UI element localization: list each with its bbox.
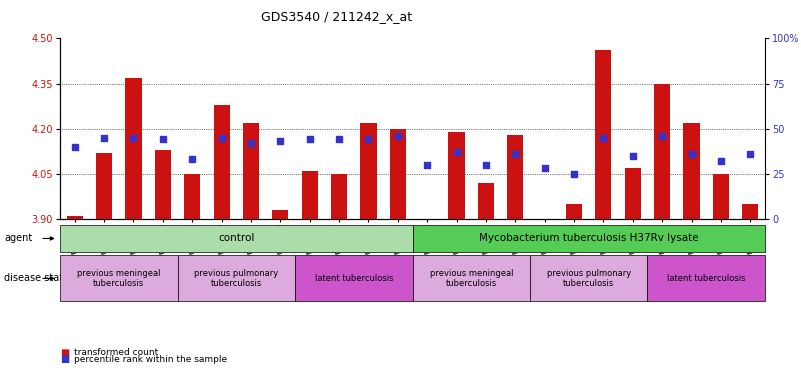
Point: [98, 135, 111, 141]
Text: agent: agent: [4, 233, 32, 243]
Point: [156, 136, 169, 142]
Point: [685, 151, 698, 157]
Point: [597, 135, 610, 141]
Point: [127, 135, 140, 141]
Bar: [360, 122, 376, 219]
Bar: [155, 150, 171, 219]
Text: Mycobacterium tuberculosis H37Rv lysate: Mycobacterium tuberculosis H37Rv lysate: [479, 233, 698, 243]
Point: [186, 156, 199, 162]
Text: latent tuberculosis: latent tuberculosis: [667, 274, 746, 283]
Bar: [478, 183, 494, 219]
Text: GDS3540 / 211242_x_at: GDS3540 / 211242_x_at: [261, 10, 412, 23]
Bar: [683, 122, 699, 219]
Point: [744, 151, 757, 157]
Point: [68, 144, 81, 150]
Bar: [507, 135, 523, 219]
Bar: [654, 84, 670, 219]
Text: ■: ■: [60, 348, 70, 358]
Bar: [595, 50, 611, 219]
Point: [509, 151, 521, 157]
Text: latent tuberculosis: latent tuberculosis: [315, 274, 393, 283]
Bar: [243, 122, 259, 219]
Bar: [126, 78, 142, 219]
Text: transformed count: transformed count: [74, 348, 158, 357]
Text: percentile rank within the sample: percentile rank within the sample: [74, 354, 227, 364]
Point: [480, 162, 493, 168]
Point: [656, 133, 669, 139]
Point: [362, 136, 375, 142]
Point: [332, 136, 345, 142]
Point: [568, 170, 581, 177]
Bar: [96, 153, 112, 219]
Bar: [566, 204, 582, 219]
Point: [714, 158, 727, 164]
Text: previous pulmonary
tuberculosis: previous pulmonary tuberculosis: [546, 269, 631, 288]
Bar: [331, 174, 347, 219]
Point: [450, 149, 463, 155]
Point: [274, 138, 287, 144]
Bar: [625, 168, 641, 219]
Point: [538, 165, 551, 171]
Point: [244, 140, 257, 146]
Bar: [214, 104, 230, 219]
Text: previous meningeal
tuberculosis: previous meningeal tuberculosis: [429, 269, 513, 288]
Bar: [449, 132, 465, 219]
Bar: [272, 210, 288, 219]
Bar: [184, 174, 200, 219]
Point: [215, 135, 228, 141]
Text: disease state: disease state: [4, 273, 69, 283]
Point: [304, 136, 316, 142]
Bar: [66, 216, 83, 219]
Text: previous pulmonary
tuberculosis: previous pulmonary tuberculosis: [194, 269, 279, 288]
Point: [392, 133, 405, 139]
Bar: [743, 204, 759, 219]
Text: ■: ■: [60, 354, 70, 364]
Bar: [713, 174, 729, 219]
Text: control: control: [218, 233, 255, 243]
Bar: [390, 129, 406, 219]
Point: [626, 152, 639, 159]
Text: previous meningeal
tuberculosis: previous meningeal tuberculosis: [77, 269, 160, 288]
Point: [421, 162, 433, 168]
Bar: [302, 171, 318, 219]
